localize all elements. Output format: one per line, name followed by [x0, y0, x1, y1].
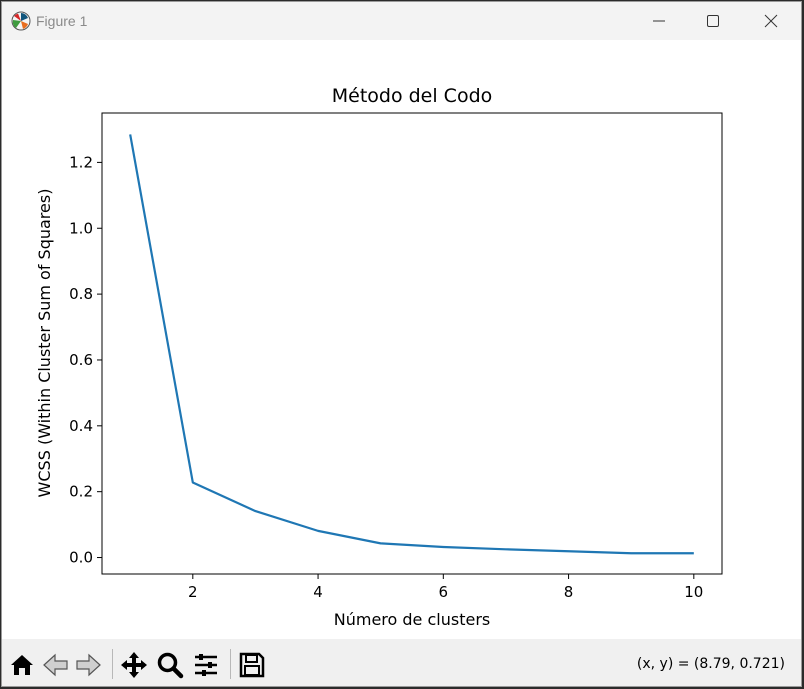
y-tick-label: 0.2 [69, 483, 93, 501]
line-chart: Método del Codo 2 4 6 8 10 0.0 0.2 0.4 0.6 0.8 1.… [35, 85, 723, 629]
title-bar[interactable]: Figure 1 [2, 2, 801, 40]
minimize-icon [653, 20, 665, 22]
back-button[interactable] [42, 651, 70, 679]
home-button[interactable] [8, 651, 36, 679]
close-button[interactable] [748, 2, 794, 40]
x-axis-label: Número de clusters [334, 610, 490, 629]
x-tick-label: 2 [188, 583, 198, 601]
pan-move-icon [121, 652, 147, 678]
configure-subplots-button[interactable] [192, 651, 220, 679]
x-tick-label: 10 [684, 583, 703, 601]
toolbar-separator [230, 649, 231, 679]
window-title: Figure 1 [36, 13, 88, 29]
matplotlib-icon [11, 11, 31, 31]
y-tick-label: 1.2 [69, 153, 93, 171]
pan-button[interactable] [120, 651, 148, 679]
series-group [129, 134, 694, 555]
plot-area [101, 112, 723, 575]
minimize-button[interactable] [636, 2, 682, 40]
configure-subplots-icon [195, 654, 217, 676]
zoom-magnifier-icon [157, 652, 184, 679]
figure-canvas[interactable]: Método del Codo 2 4 6 8 10 0.0 0.2 0.4 0.6 0.8 1.… [2, 40, 801, 638]
maximize-button[interactable] [690, 2, 736, 40]
toolbar-separator [112, 649, 113, 679]
save-button[interactable] [238, 651, 266, 679]
y-tick-label: 1.0 [69, 219, 93, 237]
home-icon [11, 655, 33, 675]
y-tick-label: 0.8 [69, 285, 93, 303]
back-arrow-icon [43, 653, 68, 677]
maximize-icon [707, 15, 719, 27]
x-tick-label: 4 [313, 583, 323, 601]
x-tick-label: 8 [564, 583, 574, 601]
y-tick-label: 0.6 [69, 351, 93, 369]
close-icon [764, 14, 778, 28]
y-axis-label: WCSS (Within Cluster Sum of Squares) [35, 189, 54, 498]
y-tick-label: 0.0 [69, 549, 93, 567]
save-floppy-icon [239, 652, 265, 678]
forward-arrow-icon [76, 653, 101, 677]
y-axis: 0.0 0.2 0.4 0.6 0.8 1.0 1.2 [69, 153, 102, 567]
navigation-toolbar: (x, y) = (8.79, 0.721) [2, 639, 801, 686]
y-tick-label: 0.4 [69, 417, 93, 435]
chart-title: Método del Codo [332, 85, 493, 107]
forward-button[interactable] [74, 651, 102, 679]
series-line [129, 134, 694, 555]
zoom-button[interactable] [156, 651, 184, 679]
x-tick-label: 6 [439, 583, 449, 601]
x-axis: 2 4 6 8 10 [188, 574, 703, 601]
cursor-coordinates: (x, y) = (8.79, 0.721) [636, 656, 785, 672]
